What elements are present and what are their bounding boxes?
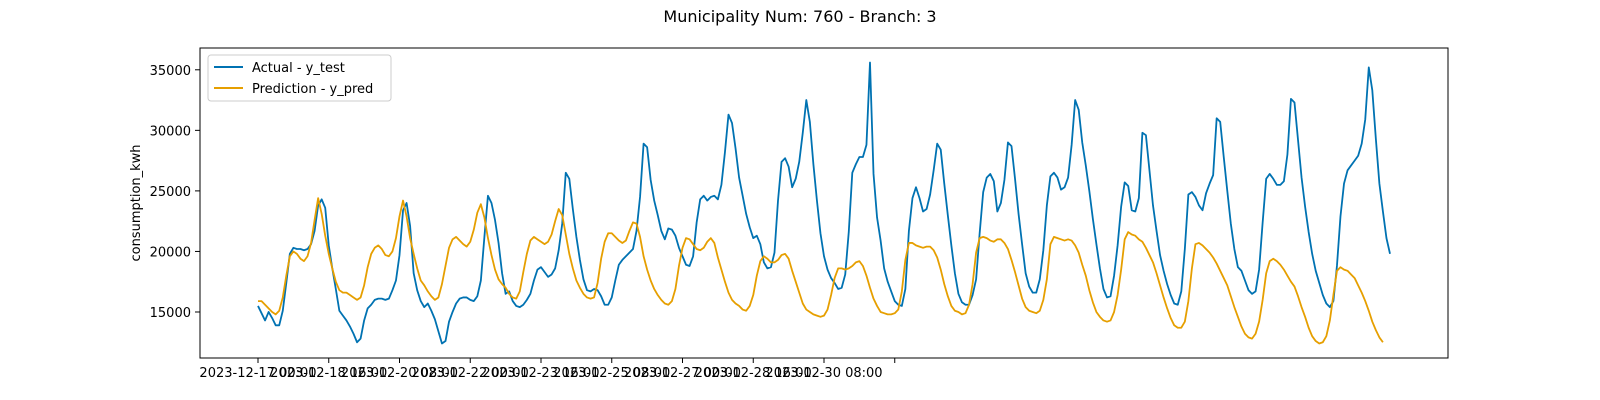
- series-line-actual: [257, 61, 1391, 345]
- y-axis: 15000 20000 25000 30000 35000: [150, 64, 200, 321]
- y-axis-label: consumption_kwh: [129, 144, 144, 261]
- series-line-prediction: [258, 197, 1384, 345]
- x-tick-label: 2023-12-28 16:00: [695, 366, 812, 381]
- x-tick-label: 2023-12-22 00:00: [412, 366, 529, 381]
- legend-label-prediction: Prediction - y_pred: [252, 82, 373, 97]
- y-tick-label: 20000: [150, 245, 191, 260]
- legend-box: [207, 54, 392, 102]
- legend-label-actual: Actual - y_test: [252, 61, 345, 76]
- x-tick-label: 2023-12-23 16:00: [482, 366, 599, 381]
- y-tick-label: 25000: [150, 185, 191, 200]
- x-tick-label: 2023-12-25 08:00: [553, 366, 670, 381]
- x-tick-label: 2023-12-30 08:00: [765, 366, 882, 381]
- y-tick-label: 15000: [150, 306, 191, 321]
- chart-title: Municipality Num: 760 - Branch: 3: [663, 7, 936, 26]
- x-tick-label: 2023-12-17 00:00: [199, 366, 316, 381]
- x-tick-label: 2023-12-27 00:00: [624, 366, 741, 381]
- y-tick-label: 30000: [150, 124, 191, 139]
- x-tick-label: 2023-12-18 16:00: [270, 366, 387, 381]
- plot-area: [200, 48, 1448, 358]
- plot-lines: [257, 61, 1391, 345]
- legend: Actual - y_test Prediction - y_pred: [207, 54, 392, 102]
- y-tick-label: 35000: [150, 64, 191, 79]
- x-tick-label: 2023-12-20 08:00: [341, 366, 458, 381]
